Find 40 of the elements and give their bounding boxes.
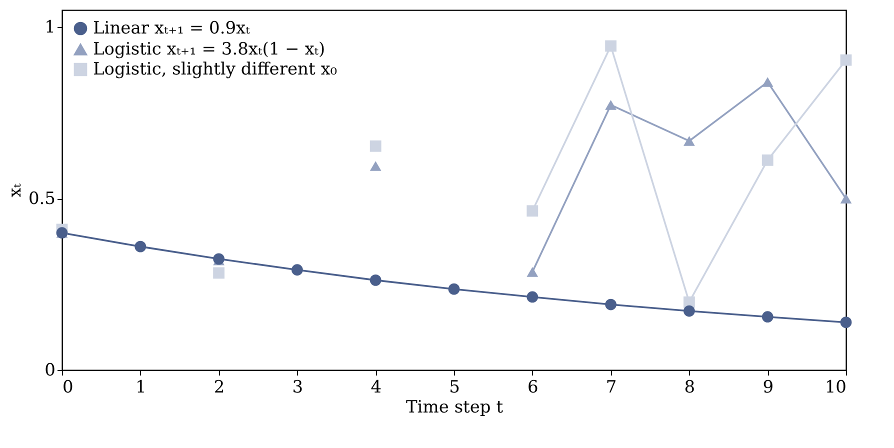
y-tick-label: 1 <box>44 18 56 38</box>
point <box>134 240 146 252</box>
legend-label: Logistic xₜ₊₁ = 3.8xₜ(1 − xₜ) <box>93 40 326 60</box>
point <box>684 136 695 146</box>
legend-label: Linear xₜ₊₁ = 0.9xₜ <box>93 18 251 38</box>
point <box>448 283 460 295</box>
point <box>605 100 616 110</box>
x-tick-label: 4 <box>370 378 382 398</box>
point <box>840 54 852 66</box>
x-tick-label: 2 <box>214 378 225 398</box>
point <box>526 205 538 217</box>
y-axis-title: xₜ <box>5 182 26 198</box>
x-tick-label: 1 <box>135 378 146 398</box>
x-tick-label: 5 <box>449 378 460 398</box>
point <box>762 154 774 166</box>
point <box>762 77 774 87</box>
point <box>370 274 382 286</box>
point <box>762 311 774 323</box>
point <box>526 291 538 303</box>
point <box>840 194 852 204</box>
x-tick-label: 8 <box>684 378 696 398</box>
x-axis-title: Time step t <box>406 398 504 418</box>
point <box>684 305 695 317</box>
x-tick-label: 10 <box>824 378 846 398</box>
point <box>370 140 382 152</box>
point <box>605 40 616 52</box>
legend-label: Logistic, slightly different x₀ <box>93 60 338 80</box>
point <box>213 267 224 279</box>
y-tick-label: 0.5 <box>28 189 56 210</box>
x-tick-label: 3 <box>292 378 304 398</box>
x-tick-label: 9 <box>762 378 774 398</box>
point <box>840 316 852 328</box>
x-tick-label: 6 <box>527 378 538 398</box>
point <box>370 161 382 171</box>
x-tick-label: 7 <box>606 378 617 398</box>
point <box>605 298 616 310</box>
point <box>526 267 538 277</box>
x-tick-label: 0 <box>62 378 74 398</box>
y-tick-label: 0 <box>44 360 56 380</box>
point <box>292 264 303 276</box>
